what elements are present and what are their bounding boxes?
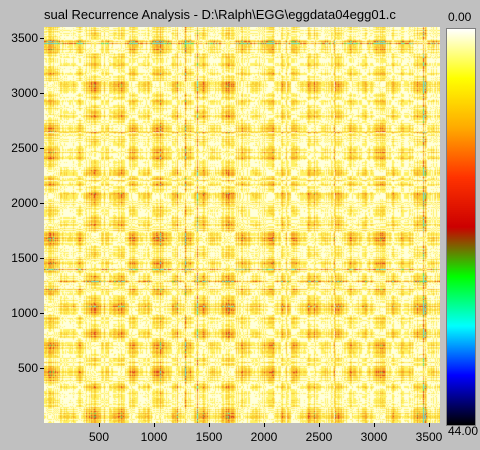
y-tick-label: 2500 (11, 141, 38, 155)
y-tick-label: 2000 (11, 196, 38, 210)
x-tick-mark (429, 423, 430, 427)
x-tick-label: 3000 (360, 430, 388, 444)
colorbar-top-label: 0.00 (448, 10, 472, 24)
y-tick-mark (40, 313, 44, 314)
x-tick-label: 2500 (305, 430, 333, 444)
y-tick-label: 3000 (11, 86, 38, 100)
x-tick-mark (374, 423, 375, 427)
y-tick-label: 3500 (11, 31, 38, 45)
y-tick-mark (40, 203, 44, 204)
x-tick-label: 1500 (195, 430, 223, 444)
y-tick-mark (40, 93, 44, 94)
x-tick-mark (209, 423, 210, 427)
window-title: sual Recurrence Analysis - D:\Ralph\EGG\… (44, 7, 396, 22)
y-tick-label: 500 (17, 361, 38, 375)
x-tick-mark (264, 423, 265, 427)
y-tick-mark (40, 148, 44, 149)
y-tick-mark (40, 368, 44, 369)
x-tick-mark (154, 423, 155, 427)
x-tick-label: 3500 (415, 430, 443, 444)
y-tick-mark (40, 258, 44, 259)
y-tick-label: 1500 (11, 251, 38, 265)
y-tick-mark (40, 38, 44, 39)
colorbar (446, 28, 476, 426)
x-tick-mark (319, 423, 320, 427)
x-tick-mark (99, 423, 100, 427)
recurrence-plot-canvas[interactable] (44, 27, 440, 423)
x-tick-label: 1000 (140, 430, 168, 444)
x-tick-label: 500 (88, 430, 110, 444)
x-tick-label: 2000 (250, 430, 278, 444)
recurrence-plot[interactable] (44, 27, 440, 423)
y-tick-label: 1000 (11, 306, 38, 320)
colorbar-bottom-label: 44.00 (448, 424, 479, 438)
